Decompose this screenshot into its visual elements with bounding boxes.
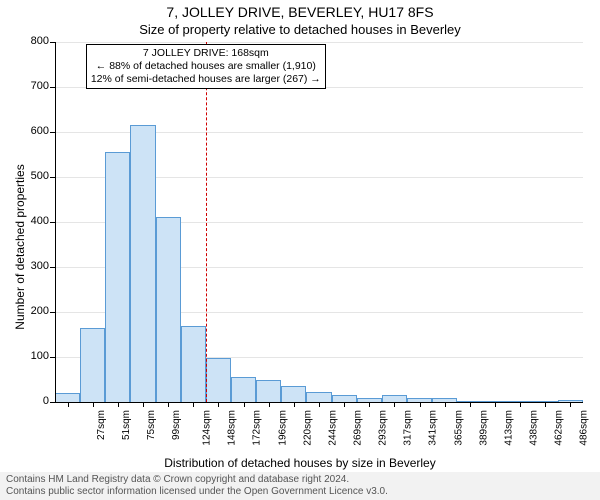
y-tick-label: 800: [17, 35, 49, 47]
x-tick-label: 124sqm: [202, 410, 213, 446]
info-box-line-3: 12% of semi-detached houses are larger (…: [91, 73, 321, 86]
x-tick-label: 462sqm: [554, 410, 565, 446]
plot-area: 010020030040050060070080027sqm51sqm75sqm…: [55, 42, 583, 402]
x-axis-label: Distribution of detached houses by size …: [0, 456, 600, 470]
info-box-line-1: 7 JOLLEY DRIVE: 168sqm: [91, 47, 321, 60]
gridline: [55, 42, 583, 43]
x-tick-label: 341sqm: [428, 410, 439, 446]
histogram-bar: [105, 152, 130, 402]
histogram-bar: [206, 358, 231, 402]
info-box: 7 JOLLEY DRIVE: 168sqm← 88% of detached …: [86, 44, 326, 89]
histogram-bar: [306, 392, 331, 402]
y-axis: [55, 42, 56, 402]
y-tick-label: 700: [17, 80, 49, 92]
footer: Contains HM Land Registry data © Crown c…: [0, 472, 600, 500]
marker-line: [206, 42, 207, 402]
info-box-line-2: ← 88% of detached houses are smaller (1,…: [91, 60, 321, 73]
x-tick-label: 99sqm: [171, 410, 182, 440]
y-tick-label: 0: [17, 395, 49, 407]
y-tick-label: 300: [17, 260, 49, 272]
histogram-bar: [181, 326, 206, 403]
x-axis: [55, 402, 583, 403]
footer-line-2: Contains public sector information licen…: [6, 486, 594, 498]
page-title: 7, JOLLEY DRIVE, BEVERLEY, HU17 8FS: [0, 4, 600, 20]
histogram-bar: [231, 377, 256, 402]
y-tick-label: 400: [17, 215, 49, 227]
y-tick-label: 200: [17, 305, 49, 317]
y-tick-label: 600: [17, 125, 49, 137]
footer-line-1: Contains HM Land Registry data © Crown c…: [6, 474, 594, 486]
chart-subtitle: Size of property relative to detached ho…: [0, 22, 600, 37]
x-tick-label: 148sqm: [227, 410, 238, 446]
y-tick-label: 100: [17, 350, 49, 362]
x-tick-label: 172sqm: [252, 410, 263, 446]
x-tick-label: 317sqm: [403, 410, 414, 446]
x-tick-label: 244sqm: [327, 410, 338, 446]
histogram-bar: [256, 380, 281, 403]
histogram-bar: [55, 393, 80, 402]
histogram-bar: [332, 395, 357, 402]
x-tick-label: 413sqm: [503, 410, 514, 446]
chart-container: 7, JOLLEY DRIVE, BEVERLEY, HU17 8FS Size…: [0, 0, 600, 500]
histogram-bar: [156, 217, 181, 402]
x-tick-label: 220sqm: [302, 410, 313, 446]
x-tick-label: 389sqm: [478, 410, 489, 446]
x-tick-label: 486sqm: [579, 410, 590, 446]
histogram-bar: [80, 328, 105, 402]
x-tick-label: 293sqm: [378, 410, 389, 446]
x-tick-label: 51sqm: [121, 410, 132, 440]
x-tick-label: 269sqm: [353, 410, 364, 446]
x-tick-label: 365sqm: [453, 410, 464, 446]
histogram-bar: [130, 125, 155, 402]
x-tick-label: 196sqm: [277, 410, 288, 446]
x-tick-label: 27sqm: [96, 410, 107, 440]
x-tick-label: 75sqm: [146, 410, 157, 440]
y-tick-label: 500: [17, 170, 49, 182]
plot-inner: 010020030040050060070080027sqm51sqm75sqm…: [55, 42, 583, 402]
histogram-bar: [382, 395, 407, 402]
histogram-bar: [281, 386, 306, 402]
x-tick-label: 438sqm: [529, 410, 540, 446]
